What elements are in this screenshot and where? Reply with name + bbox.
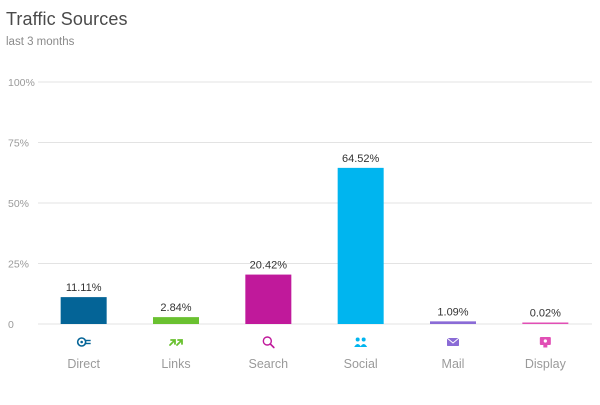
search-icon [262, 336, 275, 349]
data-label-search: 20.42% [250, 260, 288, 272]
data-label-mail: 1.09% [437, 306, 468, 318]
data-label-display: 0.02% [530, 308, 561, 320]
chart-subtitle: last 3 months [6, 36, 75, 48]
data-label-social: 64.52% [342, 153, 380, 165]
direct-icon [76, 337, 91, 347]
social-icon [354, 337, 368, 347]
data-label-direct: 11.11% [66, 282, 102, 294]
y-tick-label: 75% [8, 138, 29, 150]
category-label-display: Display [525, 357, 567, 371]
bar-mail[interactable] [430, 321, 476, 324]
bar-links[interactable] [153, 317, 199, 324]
y-tick-label: 50% [8, 198, 29, 210]
display-icon [539, 337, 551, 348]
y-tick-label: 100% [8, 77, 35, 89]
bar-search[interactable] [245, 274, 292, 324]
category-label-direct: Direct [67, 357, 100, 371]
chart-title: Traffic Sources [6, 9, 128, 29]
category-label-mail: Mail [442, 357, 465, 371]
bar-display[interactable] [522, 322, 569, 325]
mail-icon [446, 337, 460, 346]
y-tick-label: 0 [8, 319, 14, 331]
category-label-search: Search [249, 357, 289, 371]
category-label-links: Links [161, 357, 190, 371]
data-label-links: 2.84% [160, 302, 191, 314]
links-icon [169, 339, 183, 346]
y-tick-label: 25% [8, 259, 29, 271]
bar-direct[interactable] [60, 297, 107, 324]
category-label-social: Social [344, 357, 378, 371]
bar-social[interactable] [337, 167, 384, 324]
